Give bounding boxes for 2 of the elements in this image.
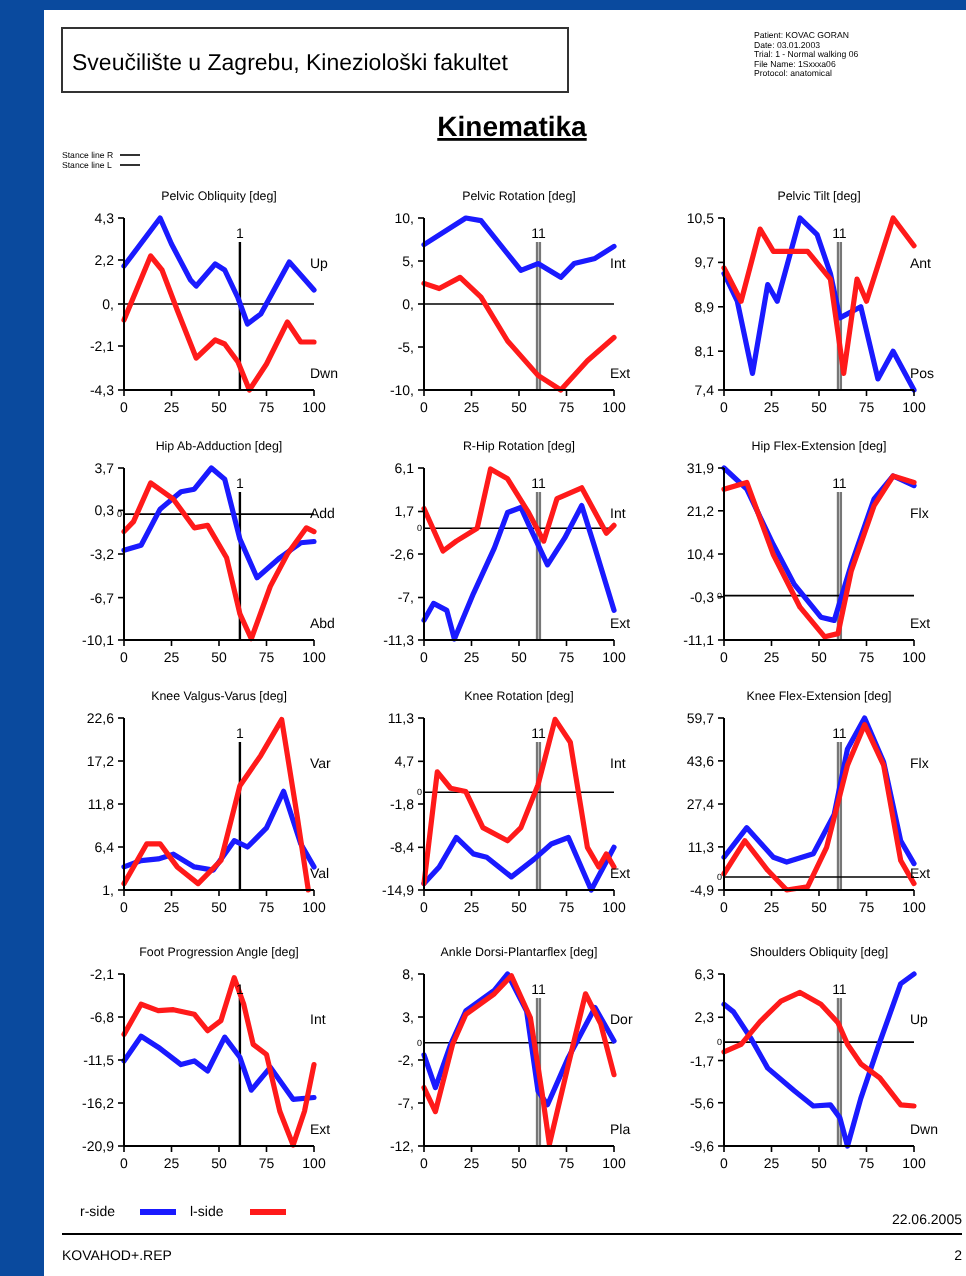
text: Sveučilište u Zagrebu, Kineziološki fakultet (72, 52, 510, 76)
text: Kinematika (437, 110, 588, 142)
